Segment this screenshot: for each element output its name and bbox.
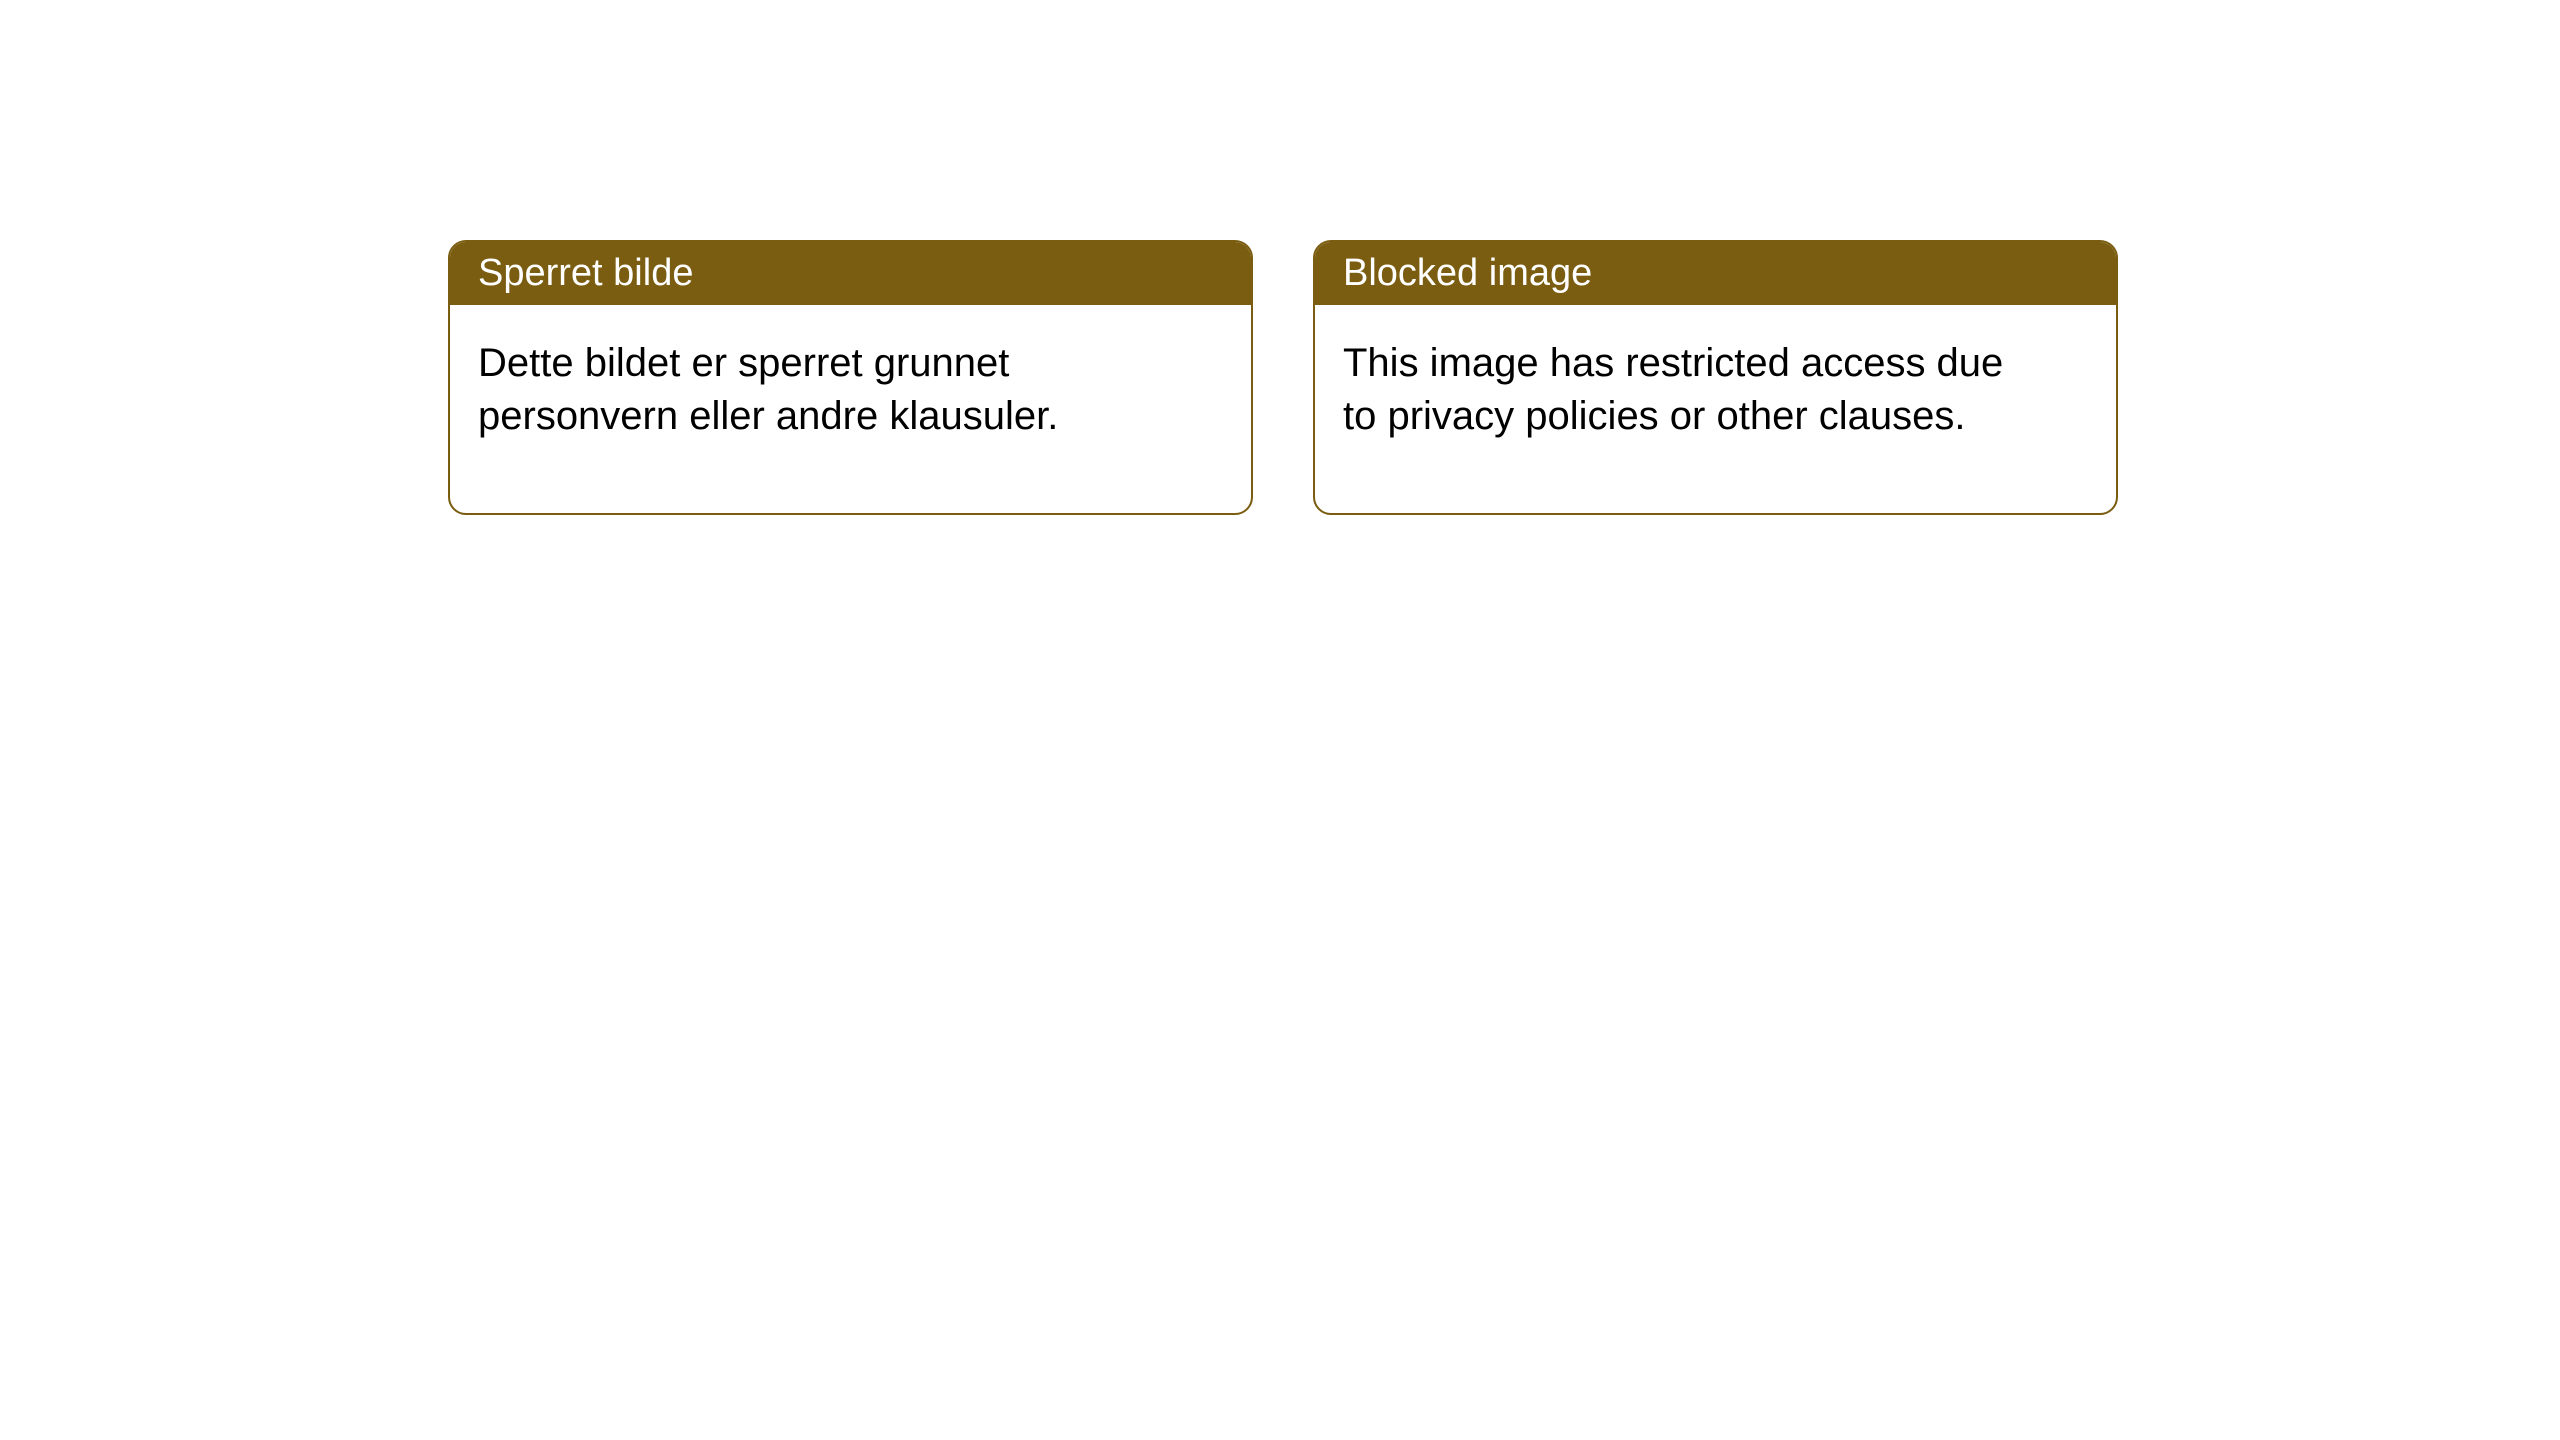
notice-container: Sperret bilde Dette bildet er sperret gr… [0, 0, 2560, 515]
notice-header-english: Blocked image [1315, 242, 2116, 305]
notice-body-english: This image has restricted access due to … [1315, 305, 2035, 513]
notice-box-norwegian: Sperret bilde Dette bildet er sperret gr… [448, 240, 1253, 515]
notice-box-english: Blocked image This image has restricted … [1313, 240, 2118, 515]
notice-body-norwegian: Dette bildet er sperret grunnet personve… [450, 305, 1170, 513]
notice-header-norwegian: Sperret bilde [450, 242, 1251, 305]
